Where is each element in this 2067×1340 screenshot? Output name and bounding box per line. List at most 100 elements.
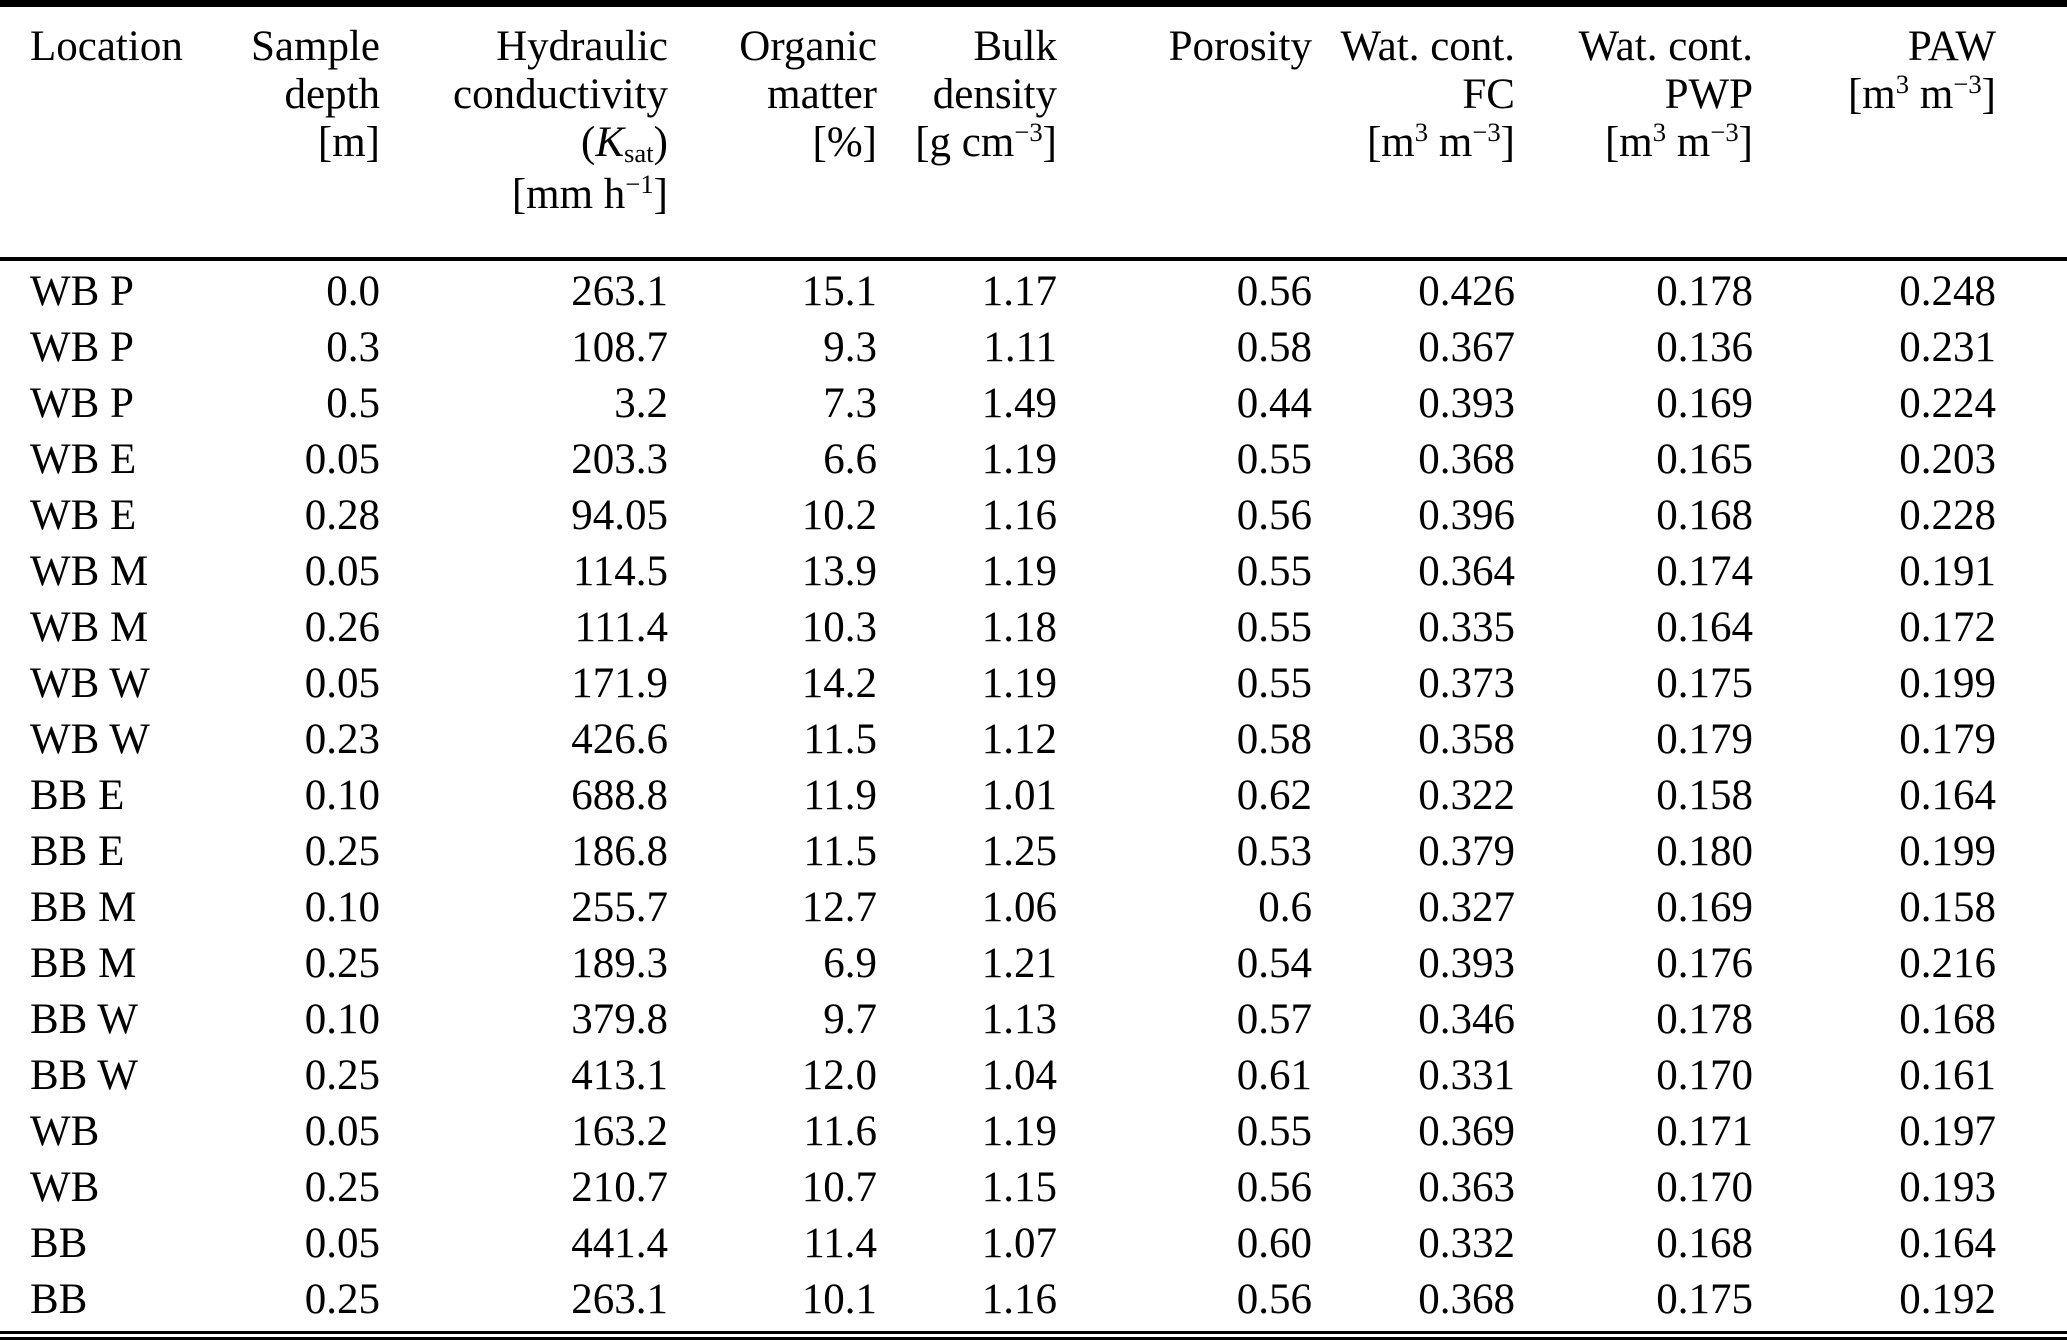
cell-wat-cont-fc: 0.396 — [1418, 491, 1515, 539]
cell-wat-cont-pwp: 0.164 — [1656, 603, 1753, 651]
cell-wat-cont-fc: 0.379 — [1418, 827, 1515, 875]
cell-location: WB E — [30, 491, 137, 539]
cell-organic-matter: 6.9 — [823, 939, 877, 987]
cell-hydraulic-conductivity: 210.7 — [571, 1163, 668, 1211]
cell-paw: 0.193 — [1899, 1163, 1996, 1211]
cell-wat-cont-pwp: 0.136 — [1656, 323, 1753, 371]
cell-porosity: 0.55 — [1236, 435, 1312, 483]
cell-bulk-density: 1.25 — [981, 827, 1057, 875]
cell-porosity: 0.56 — [1236, 267, 1312, 315]
cell-porosity: 0.56 — [1236, 1163, 1312, 1211]
cell-paw: 0.164 — [1899, 1219, 1996, 1267]
cell-organic-matter: 11.9 — [803, 771, 877, 819]
table-row: WB 0.25 210.7 10.7 1.15 0.56 0.363 0.170 0.193 — [30, 1159, 1996, 1215]
cell-sample-depth: 0.25 — [304, 1163, 380, 1211]
cell-location: WB M — [30, 547, 149, 595]
cell-location: WB M — [30, 603, 149, 651]
cell-porosity: 0.55 — [1236, 1107, 1312, 1155]
cell-sample-depth: 0.25 — [304, 939, 380, 987]
cell-porosity: 0.55 — [1236, 603, 1312, 651]
cell-paw: 0.158 — [1899, 883, 1996, 931]
cell-organic-matter: 14.2 — [801, 659, 877, 707]
cell-porosity: 0.58 — [1236, 715, 1312, 763]
cell-organic-matter: 10.7 — [801, 1163, 877, 1211]
cell-hydraulic-conductivity: 111.4 — [574, 603, 668, 651]
cell-bulk-density: 1.13 — [981, 995, 1057, 1043]
cell-hydraulic-conductivity: 94.05 — [571, 491, 668, 539]
table-body: WB P 0.0 263.1 15.1 1.17 0.56 0.426 0.178 0.248 W… — [30, 263, 1996, 1327]
cell-bulk-density: 1.07 — [981, 1219, 1057, 1267]
cell-paw: 0.199 — [1899, 827, 1996, 875]
cell-sample-depth: 0.10 — [304, 883, 380, 931]
cell-organic-matter: 10.3 — [801, 603, 877, 651]
cell-wat-cont-fc: 0.393 — [1418, 939, 1515, 987]
table-bottom-rule-thick — [0, 1337, 2067, 1340]
cell-sample-depth: 0.3 — [326, 323, 380, 371]
cell-sample-depth: 0.25 — [304, 827, 380, 875]
col-header-bulk-density: Bulk density [g cm−3] — [915, 23, 1057, 166]
cell-organic-matter: 12.7 — [801, 883, 877, 931]
table-row: WB E 0.05 203.3 6.6 1.19 0.55 0.368 0.165 0.203 — [30, 431, 1996, 487]
cell-sample-depth: 0.05 — [304, 659, 380, 707]
cell-paw: 0.248 — [1899, 267, 1996, 315]
cell-paw: 0.231 — [1899, 323, 1996, 371]
col-header-porosity: Porosity — [1168, 23, 1312, 70]
cell-wat-cont-fc: 0.364 — [1418, 547, 1515, 595]
cell-wat-cont-fc: 0.358 — [1418, 715, 1515, 763]
cell-bulk-density: 1.04 — [981, 1051, 1057, 1099]
cell-wat-cont-pwp: 0.176 — [1656, 939, 1753, 987]
cell-organic-matter: 13.9 — [801, 547, 877, 595]
cell-hydraulic-conductivity: 163.2 — [571, 1107, 668, 1155]
cell-bulk-density: 1.21 — [981, 939, 1057, 987]
cell-bulk-density: 1.01 — [981, 771, 1057, 819]
table-bottom-rule-thin — [0, 1331, 2067, 1334]
cell-sample-depth: 0.05 — [304, 547, 380, 595]
cell-wat-cont-pwp: 0.170 — [1656, 1163, 1753, 1211]
table-row: WB M 0.05 114.5 13.9 1.19 0.55 0.364 0.174 0.191 — [30, 543, 1996, 599]
cell-wat-cont-pwp: 0.175 — [1656, 1275, 1753, 1323]
col-header-wat-cont-fc: Wat. cont. FC [m3 m−3] — [1340, 23, 1515, 166]
cell-location: BB — [30, 1275, 88, 1323]
cell-sample-depth: 0.05 — [304, 1219, 380, 1267]
cell-paw: 0.179 — [1899, 715, 1996, 763]
cell-wat-cont-pwp: 0.165 — [1656, 435, 1753, 483]
cell-porosity: 0.6 — [1258, 883, 1312, 931]
cell-organic-matter: 11.6 — [803, 1107, 877, 1155]
cell-location: WB E — [30, 435, 137, 483]
cell-wat-cont-pwp: 0.169 — [1656, 883, 1753, 931]
cell-location: BB M — [30, 939, 137, 987]
col-header-sample-depth: Sample depth [m] — [251, 23, 380, 166]
cell-porosity: 0.58 — [1236, 323, 1312, 371]
cell-porosity: 0.44 — [1236, 379, 1312, 427]
cell-location: BB W — [30, 995, 138, 1043]
table-row: BB E 0.25 186.8 11.5 1.25 0.53 0.379 0.180 0.199 — [30, 823, 1996, 879]
cell-organic-matter: 11.4 — [803, 1219, 877, 1267]
table-row: BB E 0.10 688.8 11.9 1.01 0.62 0.322 0.158 0.164 — [30, 767, 1996, 823]
table-row: WB P 0.3 108.7 9.3 1.11 0.58 0.367 0.136 0.231 — [30, 319, 1996, 375]
cell-bulk-density: 1.17 — [981, 267, 1057, 315]
cell-paw: 0.224 — [1899, 379, 1996, 427]
cell-porosity: 0.57 — [1236, 995, 1312, 1043]
cell-hydraulic-conductivity: 203.3 — [571, 435, 668, 483]
cell-wat-cont-pwp: 0.180 — [1656, 827, 1753, 875]
cell-hydraulic-conductivity: 688.8 — [571, 771, 668, 819]
table-row: BB 0.05 441.4 11.4 1.07 0.60 0.332 0.168 0.164 — [30, 1215, 1996, 1271]
col-header-paw: PAW [m3 m−3] — [1847, 23, 1996, 118]
table-row: BB 0.25 263.1 10.1 1.16 0.56 0.368 0.175 0.192 — [30, 1271, 1996, 1327]
cell-sample-depth: 0.25 — [304, 1275, 380, 1323]
cell-hydraulic-conductivity: 426.6 — [571, 715, 668, 763]
cell-wat-cont-pwp: 0.168 — [1656, 1219, 1753, 1267]
cell-paw: 0.197 — [1899, 1107, 1996, 1155]
table-row: WB E 0.28 94.05 10.2 1.16 0.56 0.396 0.168 0.228 — [30, 487, 1996, 543]
cell-wat-cont-pwp: 0.158 — [1656, 771, 1753, 819]
cell-sample-depth: 0.5 — [326, 379, 380, 427]
cell-organic-matter: 9.7 — [823, 995, 877, 1043]
cell-paw: 0.172 — [1899, 603, 1996, 651]
cell-porosity: 0.56 — [1236, 491, 1312, 539]
cell-bulk-density: 1.19 — [981, 1107, 1057, 1155]
cell-paw: 0.216 — [1899, 939, 1996, 987]
cell-bulk-density: 1.49 — [981, 379, 1057, 427]
cell-location: WB P — [30, 323, 134, 371]
cell-wat-cont-fc: 0.327 — [1418, 883, 1515, 931]
